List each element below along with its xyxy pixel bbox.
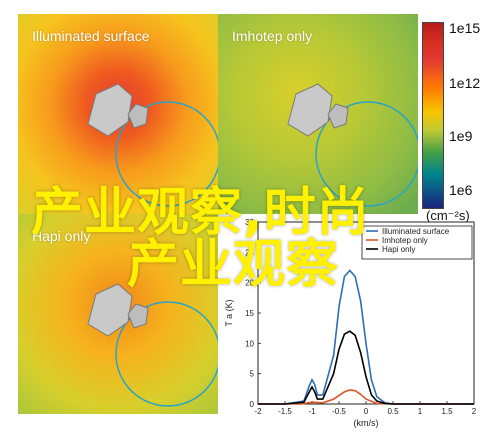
series-line: [258, 389, 474, 405]
x-tick-label: -0.5: [332, 407, 346, 416]
legend-box: [361, 225, 473, 260]
heatmap-panel-imhotep: Imhotep only: [218, 14, 418, 214]
x-axis-label: (km/s): [354, 418, 379, 428]
panel-label-imhotep: Imhotep only: [232, 28, 313, 44]
x-tick-label: -1.5: [278, 407, 292, 416]
y-tick-label: 25: [245, 248, 254, 257]
heatmap-panel-illuminated: Illuminated surface: [18, 14, 218, 214]
comet-nucleus-shape: [87, 283, 149, 337]
line-chart-svg: -2 -1.5 -1 -0.5 0 0.5 1 1.5 2051015202530(km/s)T…: [224, 218, 477, 428]
comet-nucleus-shape: [287, 83, 349, 137]
y-tick-label: 30: [245, 218, 254, 227]
panel-label-hapi: Hapi only: [32, 228, 91, 244]
legend-label: Illuminated surface: [382, 227, 450, 236]
x-tick-label: -1: [308, 407, 316, 416]
x-tick-label: -2: [254, 407, 262, 416]
colorbar-tick: 1e12: [449, 75, 481, 91]
y-tick-label: 15: [245, 309, 254, 318]
x-tick-label: 2: [472, 407, 477, 416]
x-tick-label: 1.5: [441, 407, 453, 416]
y-tick-label: 20: [245, 279, 254, 288]
comet-nucleus-shape: [87, 83, 149, 137]
colorbar-tick: 1e9: [449, 128, 473, 144]
heatmap-illuminated: [18, 14, 218, 214]
y-tick-label: 5: [250, 370, 255, 379]
x-tick-label: 1: [418, 407, 423, 416]
line-chart: -2 -1.5 -1 -0.5 0 0.5 1 1.5 2 0 5 10 15 20 25 30 (km/s) T…: [218, 214, 500, 435]
legend-label: Imhotep only: [382, 236, 428, 245]
y-tick-label: 0: [250, 400, 255, 409]
panel-label-illuminated: Illuminated surface: [32, 28, 150, 44]
colorbar-unit: (cm⁻²s): [426, 208, 470, 223]
colorbar: [422, 22, 444, 209]
colorbar-tick: 1e15: [449, 20, 481, 36]
heatmap-panel-hapi: Hapi only: [18, 214, 218, 414]
x-tick-label: 0: [364, 407, 369, 416]
heatmap-hapi: [18, 214, 218, 414]
overlay-title-line2: 产业观察: [127, 235, 340, 295]
x-tick-label: 0.5: [387, 407, 399, 416]
y-axis-label: T a (K): [224, 299, 234, 326]
y-tick-label: 10: [245, 339, 254, 348]
heatmap-imhotep: [218, 14, 418, 214]
series-line: [258, 330, 474, 405]
colorbar-tick: 1e6: [449, 182, 473, 198]
overlay-title-line1: 产业观察,时尚: [31, 183, 370, 243]
legend-label: Hapi only: [382, 245, 415, 254]
